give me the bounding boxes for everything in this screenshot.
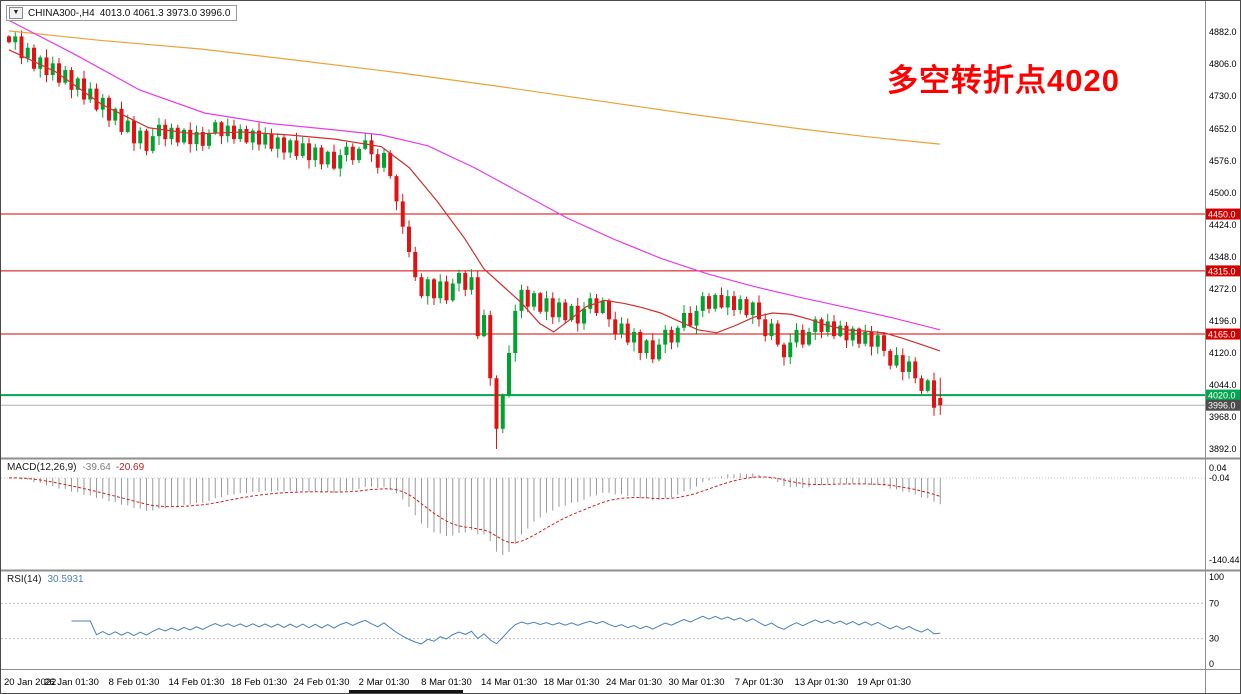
svg-text:24 Mar 01:30: 24 Mar 01:30: [606, 677, 662, 688]
rsi-name: RSI(14): [7, 574, 42, 585]
svg-text:13 Apr 01:30: 13 Apr 01:30: [795, 677, 849, 688]
svg-text:14 Feb 01:30: 14 Feb 01:30: [169, 677, 225, 688]
price-tag-4020: 4020.0: [1206, 389, 1240, 401]
macd-scale[interactable]: 0.04-0.04 -140.44: [1209, 463, 1240, 565]
svg-text:4730.0: 4730.0: [1209, 91, 1237, 101]
svg-text:14 Mar 01:30: 14 Mar 01:30: [481, 677, 537, 688]
macd-signal-line: [8, 476, 941, 544]
svg-text:4576.0: 4576.0: [1209, 156, 1237, 166]
chart-header: ▼ CHINA300-,H4 4013.0 4061.3 3973.0 3996…: [6, 5, 238, 21]
svg-text:4020.0: 4020.0: [1208, 391, 1236, 401]
svg-text:3892.0: 3892.0: [1209, 444, 1237, 454]
chart-dropdown-button[interactable]: ▼: [9, 7, 23, 19]
macd-signal-value: -20.69: [115, 462, 145, 473]
svg-text:30: 30: [1209, 634, 1219, 644]
taskbar-strip: [349, 690, 463, 693]
svg-text:8 Mar 01:30: 8 Mar 01:30: [421, 677, 472, 688]
svg-text:18 Mar 01:30: 18 Mar 01:30: [544, 677, 600, 688]
svg-text:8 Feb 01:30: 8 Feb 01:30: [109, 677, 160, 688]
svg-text:2 Mar 01:30: 2 Mar 01:30: [359, 677, 410, 688]
price-scale[interactable]: 4882.0 4806.0 4730.0 4652.0 4576.0 4500.0 4424…: [1209, 27, 1237, 454]
current-price-tag: 3996.0: [1206, 399, 1240, 411]
price-tag-4450: 4450.0: [1206, 208, 1240, 220]
symbol-timeframe-label: CHINA300-,H4: [28, 7, 95, 19]
macd-name: MACD(12,26,9): [7, 462, 77, 473]
svg-text:4044.0: 4044.0: [1209, 380, 1237, 390]
svg-text:19 Apr 01:30: 19 Apr 01:30: [857, 677, 911, 688]
annotation-text: 多空转折点4020: [887, 63, 1120, 98]
svg-text:20 Jan 2022: 20 Jan 2022: [4, 677, 56, 688]
svg-text:4272.0: 4272.0: [1209, 284, 1237, 294]
svg-text:4652.0: 4652.0: [1209, 124, 1237, 134]
rsi-label: RSI(14) 30.5931: [7, 574, 84, 585]
svg-text:0.04: 0.04: [1209, 463, 1227, 473]
svg-text:4500.0: 4500.0: [1209, 188, 1237, 198]
ma-mid-magenta: [8, 19, 941, 331]
triangle-down-icon: ▼: [12, 9, 20, 16]
horizontal-lines: [1, 213, 1205, 406]
candlestick-series: [7, 30, 943, 449]
svg-text:4348.0: 4348.0: [1209, 252, 1237, 262]
svg-text:7 Apr 01:30: 7 Apr 01:30: [735, 677, 784, 688]
svg-text:4120.0: 4120.0: [1209, 348, 1237, 358]
svg-text:4424.0: 4424.0: [1209, 220, 1237, 230]
svg-text:-0.04: -0.04: [1209, 473, 1230, 483]
ma-slow-orange: [8, 30, 941, 145]
svg-text:24 Feb 01:30: 24 Feb 01:30: [294, 677, 350, 688]
svg-text:3968.0: 3968.0: [1209, 412, 1237, 422]
svg-text:18 Feb 01:30: 18 Feb 01:30: [231, 677, 287, 688]
rsi-line: [71, 615, 941, 645]
svg-text:4165.0: 4165.0: [1208, 330, 1236, 340]
macd-histogram: [14, 473, 941, 556]
svg-text:-140.44: -140.44: [1209, 555, 1240, 565]
svg-text:100: 100: [1209, 572, 1224, 582]
ma-fast-red: [8, 49, 941, 352]
svg-text:3996.0: 3996.0: [1208, 401, 1236, 411]
rsi-scale[interactable]: 100 70 30 0: [1209, 572, 1224, 669]
price-tag-4315: 4315.0: [1206, 265, 1240, 277]
macd-main-value: -39.64: [82, 462, 111, 473]
svg-text:0: 0: [1209, 659, 1214, 669]
svg-text:4806.0: 4806.0: [1209, 59, 1237, 69]
svg-text:26 Jan 01:30: 26 Jan 01:30: [44, 677, 99, 688]
svg-text:4882.0: 4882.0: [1209, 27, 1237, 37]
rsi-value: 30.5931: [47, 574, 84, 585]
svg-text:4196.0: 4196.0: [1209, 316, 1237, 326]
svg-text:4315.0: 4315.0: [1208, 266, 1236, 276]
price-tag-4165: 4165.0: [1206, 328, 1240, 340]
svg-text:30 Mar 01:30: 30 Mar 01:30: [669, 677, 725, 688]
svg-text:70: 70: [1209, 598, 1219, 608]
ohlc-values: 4013.0 4061.3 3973.0 3996.0: [99, 7, 231, 19]
svg-text:4450.0: 4450.0: [1208, 210, 1236, 220]
macd-label: MACD(12,26,9) -39.64 -20.69: [7, 462, 144, 473]
